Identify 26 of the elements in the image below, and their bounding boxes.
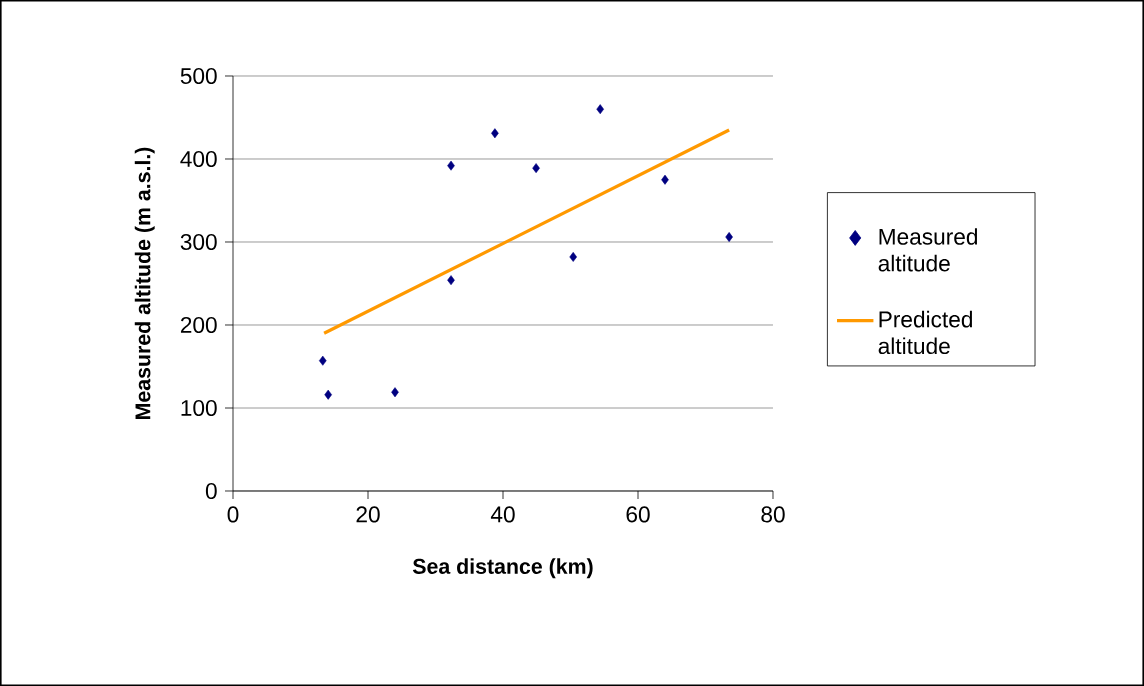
y-tick-label: 100 — [181, 399, 217, 417]
point — [569, 252, 577, 262]
x-tick-label: 20 — [356, 506, 380, 523]
y-axis-title: Measured altitude (m a.s.l.) — [134, 147, 155, 419]
point — [725, 232, 733, 242]
x-tick-label: 80 — [761, 506, 785, 523]
point — [596, 104, 604, 115]
point — [661, 174, 669, 185]
point — [491, 128, 499, 139]
y-tick-label: 500 — [180, 67, 217, 85]
x-tick-label: 60 — [626, 506, 650, 523]
point — [324, 389, 332, 400]
point — [447, 160, 455, 171]
point — [447, 275, 455, 286]
legend-label: Measured altitude — [878, 228, 978, 272]
x-axis-title: Sea distance (km) — [412, 558, 593, 579]
point — [319, 355, 327, 366]
y-tick-label: 400 — [180, 150, 217, 168]
x-tick-label: 40 — [490, 506, 515, 523]
y-tick-label: 200 — [180, 316, 217, 334]
x-tick-label: 0 — [227, 506, 239, 523]
legend-label: Predicted altitude — [878, 310, 972, 355]
y-tick-label: 0 — [205, 482, 217, 500]
point — [391, 387, 399, 398]
point — [532, 163, 540, 174]
y-tick-label: 300 — [180, 233, 217, 251]
